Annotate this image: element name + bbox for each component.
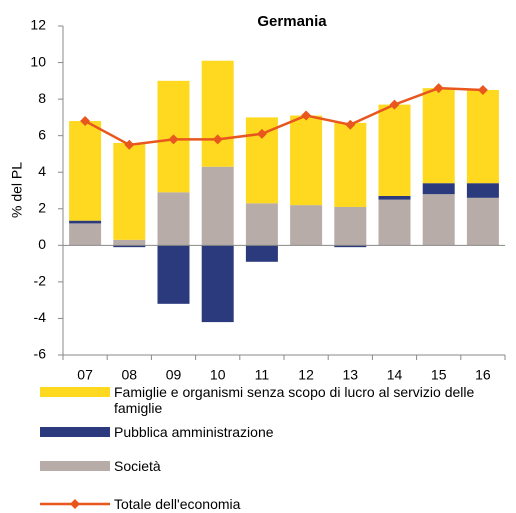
- x-tick-label: 16: [475, 367, 491, 383]
- legend-swatch: [40, 427, 110, 437]
- x-tick-label: 08: [122, 367, 138, 383]
- legend-item: Società: [40, 458, 510, 474]
- bar: [201, 245, 234, 323]
- marker: [301, 110, 312, 121]
- marker: [168, 134, 179, 145]
- bar: [245, 245, 278, 262]
- y-axis-label: % del PL: [9, 162, 25, 218]
- legend-item: Totale dell'economia: [40, 496, 510, 513]
- bar: [334, 245, 367, 248]
- bar: [201, 60, 234, 167]
- x-tick-label: 10: [210, 367, 226, 383]
- y-tick-label: 2: [38, 199, 46, 215]
- bar: [69, 223, 102, 246]
- bar: [422, 183, 455, 195]
- bar: [378, 199, 411, 246]
- bar: [334, 122, 367, 207]
- bar: [113, 142, 146, 240]
- bar: [334, 206, 367, 246]
- x-tick-label: 07: [77, 367, 93, 383]
- bar: [157, 192, 190, 246]
- y-tick-label: 10: [30, 53, 46, 69]
- marker: [433, 83, 444, 94]
- chart-title: Germania: [257, 13, 327, 30]
- bar: [466, 89, 499, 184]
- marker: [477, 84, 488, 95]
- bar: [245, 203, 278, 246]
- y-tick-label: 6: [38, 126, 46, 142]
- legend-swatch: [40, 461, 110, 471]
- y-tick-label: 8: [38, 90, 46, 106]
- bar: [113, 245, 146, 248]
- marker: [80, 116, 91, 127]
- line: [84, 86, 483, 147]
- bar: [201, 166, 234, 246]
- legend-label: Pubblica amministrazione: [114, 424, 274, 440]
- bar: [290, 205, 323, 246]
- y-tick-label: 0: [38, 236, 46, 252]
- marker: [345, 119, 356, 130]
- x-tick-label: 15: [431, 367, 447, 383]
- legend-swatch: [40, 496, 110, 513]
- legend-line: [40, 499, 110, 509]
- legend-label: Società: [114, 458, 161, 474]
- bar: [157, 245, 190, 304]
- x-tick-label: 13: [343, 367, 359, 383]
- x-tick-label: 14: [387, 367, 403, 383]
- bar: [69, 121, 102, 221]
- legend-swatch: [40, 387, 110, 397]
- y-tick-label: -2: [34, 273, 47, 289]
- bar: [466, 197, 499, 246]
- y-tick-label: -4: [34, 309, 47, 325]
- x-tick-label: 09: [166, 367, 182, 383]
- bar: [290, 115, 323, 206]
- y-tick-label: 12: [30, 17, 46, 33]
- bar: [69, 220, 102, 224]
- x-tick-label: 11: [255, 367, 270, 383]
- marker: [389, 99, 400, 110]
- marker: [256, 128, 267, 139]
- legend-label: Famiglie e organismi senza scopo di lucr…: [114, 384, 475, 416]
- legend-label: Totale dell'economia: [114, 496, 241, 512]
- bar: [378, 104, 411, 196]
- bar: [378, 195, 411, 200]
- bar: [422, 194, 455, 246]
- marker: [212, 134, 223, 145]
- y-tick-label: 4: [38, 163, 46, 179]
- bar: [422, 88, 455, 184]
- x-tick-label: 12: [298, 367, 314, 383]
- legend-item: Pubblica amministrazione: [40, 424, 510, 440]
- bar: [466, 183, 499, 198]
- y-tick-label: -6: [34, 346, 47, 362]
- legend-item: Famiglie e organismi senza scopo di lucr…: [40, 384, 510, 416]
- bar: [113, 239, 146, 246]
- marker: [124, 139, 135, 150]
